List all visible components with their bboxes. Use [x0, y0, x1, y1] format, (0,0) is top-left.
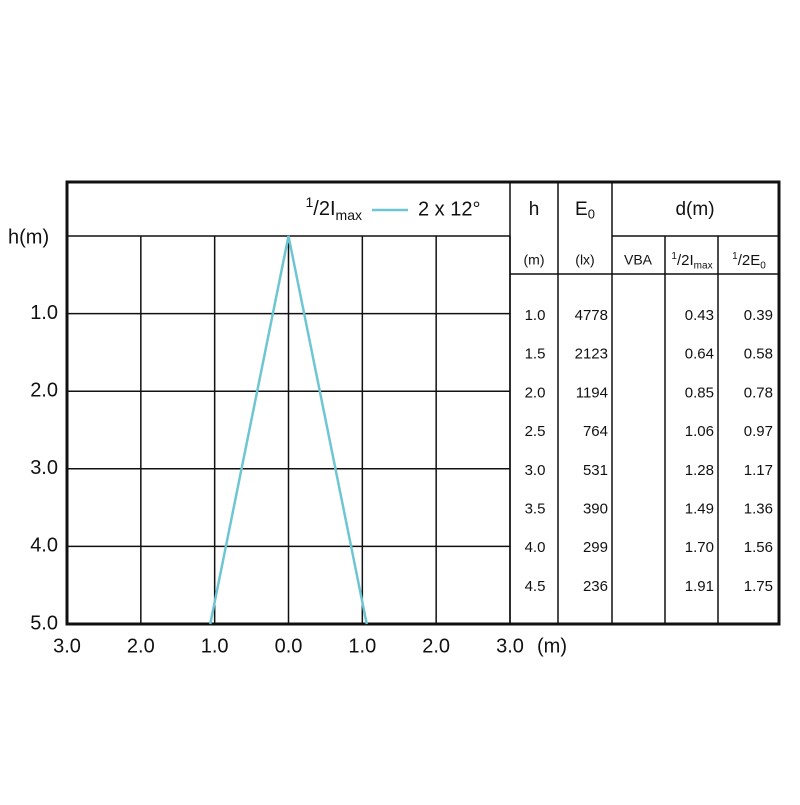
- x-tick-label: 2.0: [127, 635, 155, 657]
- table-cell: 236: [583, 578, 608, 595]
- table-cell: 1194: [576, 384, 608, 401]
- x-tick-label: 1.0: [348, 635, 376, 657]
- beam-line: [209, 235, 368, 625]
- y-tick-label: 2.0: [30, 379, 58, 401]
- x-tick-label: 1.0: [201, 635, 229, 657]
- y-tick-label: 5.0: [30, 612, 58, 634]
- legend-title: 1/2Imax: [306, 194, 363, 223]
- table-cell: 2.0: [525, 384, 546, 401]
- table-cell: 531: [583, 462, 608, 479]
- table-cell: 1.75: [744, 578, 773, 595]
- table-cell: 0.97: [744, 423, 773, 440]
- main-text: I: [690, 252, 694, 269]
- table-cell: 3.0: [525, 462, 546, 479]
- table-cell: 0.43: [685, 307, 714, 324]
- table-cell: 1.36: [744, 500, 773, 517]
- table-cell: 4778: [575, 307, 608, 324]
- y-tick-label: 3.0: [30, 457, 58, 479]
- fraction: /2: [738, 252, 751, 269]
- y-axis-label: h(m): [8, 226, 49, 248]
- main-text: I: [330, 198, 336, 220]
- header-e0-half: 1/2E0: [732, 250, 766, 271]
- x-tick-label: 3.0: [53, 635, 81, 657]
- x-tick-label: 2.0: [422, 635, 450, 657]
- subscript: max: [694, 260, 713, 271]
- table-cell: 0.58: [744, 346, 773, 363]
- header-vba: VBA: [624, 252, 653, 268]
- fraction: /2: [313, 198, 330, 220]
- x-axis-label: (m): [537, 635, 567, 657]
- table-cell: 1.5: [525, 346, 546, 363]
- header-h: h: [529, 199, 540, 220]
- superscript: 1: [732, 250, 738, 261]
- table-cell: 1.0: [525, 307, 546, 324]
- header-d: d(m): [675, 199, 714, 220]
- header-imax: 1/2Imax: [671, 250, 712, 271]
- frame: [65, 180, 781, 626]
- y-tick-label: 4.0: [30, 535, 58, 557]
- table-cell: 4.0: [525, 539, 546, 556]
- table-cell: 2123: [575, 346, 608, 363]
- table-cell: 0.78: [744, 384, 773, 401]
- table-cell: 764: [583, 423, 608, 440]
- table-cell: 0.39: [744, 307, 773, 324]
- table-cell: 1.28: [685, 462, 714, 479]
- table-cell: 1.91: [685, 578, 714, 595]
- superscript: 1: [306, 194, 314, 210]
- table-cell: 4.5: [525, 578, 546, 595]
- fraction: /2: [677, 252, 690, 269]
- legend-label: 2 x 12°: [418, 198, 480, 220]
- table-cell: 1.06: [685, 423, 714, 440]
- x-tick-label: 3.0: [496, 635, 524, 657]
- table-cell: 299: [583, 539, 608, 556]
- subscript: max: [336, 207, 362, 223]
- table-cell: 1.56: [744, 539, 773, 556]
- main-text: E: [750, 252, 760, 269]
- subscript: 0: [588, 207, 595, 222]
- header-e0: E0: [575, 199, 595, 222]
- table-cell: 0.85: [685, 384, 714, 401]
- y-tick-label: 1.0: [30, 302, 58, 324]
- main-text: E: [575, 199, 588, 220]
- table-cell: 1.49: [685, 500, 714, 517]
- table-cell: 390: [583, 500, 608, 517]
- superscript: 1: [671, 250, 677, 261]
- subscript: 0: [760, 260, 766, 271]
- table-cell: 0.64: [685, 346, 714, 363]
- header-e0-unit: (lx): [575, 252, 594, 268]
- x-tick-label: 0.0: [275, 635, 303, 657]
- table-cell: 1.70: [685, 539, 714, 556]
- table-cell: 2.5: [525, 423, 546, 440]
- table-lines: [67, 182, 779, 624]
- table-cell: 1.17: [744, 462, 773, 479]
- header-h-unit: (m): [524, 252, 545, 268]
- table-cell: 3.5: [525, 500, 546, 517]
